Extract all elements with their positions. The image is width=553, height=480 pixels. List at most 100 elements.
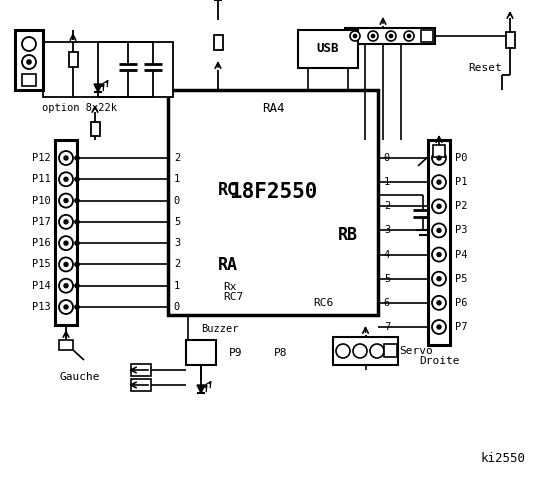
Circle shape (368, 31, 378, 41)
Circle shape (432, 151, 446, 165)
Text: Reset: Reset (468, 63, 502, 73)
Bar (69, 52, 77, 67)
Circle shape (372, 35, 374, 37)
Text: 7: 7 (384, 322, 390, 332)
Text: 5: 5 (174, 217, 180, 227)
Bar (55, 140, 77, 325)
Text: Gauche: Gauche (60, 372, 101, 382)
Text: RA4: RA4 (262, 101, 284, 115)
Bar (345, 28, 435, 44)
Text: 2: 2 (174, 153, 180, 163)
Text: Buzzer: Buzzer (201, 324, 239, 334)
Circle shape (59, 300, 73, 314)
Polygon shape (197, 385, 205, 393)
Bar (421, 30, 433, 42)
Text: P10: P10 (32, 195, 51, 205)
Circle shape (437, 228, 441, 232)
Bar (59, 340, 73, 350)
Text: 3: 3 (384, 226, 390, 235)
Text: 1: 1 (174, 281, 180, 291)
Circle shape (75, 284, 79, 288)
Bar (131, 379, 151, 391)
Circle shape (389, 35, 393, 37)
Text: P14: P14 (32, 281, 51, 291)
Bar (186, 340, 216, 365)
Circle shape (370, 344, 384, 358)
Circle shape (437, 180, 441, 184)
Bar (384, 344, 397, 357)
Circle shape (75, 177, 79, 181)
Circle shape (22, 37, 36, 51)
Bar (298, 30, 358, 68)
Text: P15: P15 (32, 259, 51, 269)
Bar (428, 140, 450, 345)
Text: USB: USB (317, 43, 339, 56)
Circle shape (64, 199, 68, 203)
Bar (333, 337, 398, 365)
Circle shape (75, 241, 79, 245)
Circle shape (437, 325, 441, 329)
Text: 1: 1 (384, 177, 390, 187)
Text: P1: P1 (455, 177, 467, 187)
Bar (433, 145, 445, 157)
Text: 0: 0 (174, 195, 180, 205)
Bar (213, 35, 222, 50)
Text: option 8x22k: option 8x22k (43, 103, 117, 113)
Circle shape (75, 305, 79, 309)
Text: 18F2550: 18F2550 (229, 182, 317, 203)
Bar (131, 364, 151, 376)
Circle shape (64, 263, 68, 266)
Circle shape (22, 55, 36, 69)
Circle shape (432, 272, 446, 286)
Bar (15, 30, 43, 90)
Text: RC7: RC7 (223, 292, 243, 302)
Circle shape (27, 60, 31, 64)
Circle shape (64, 156, 68, 160)
Circle shape (336, 344, 350, 358)
Circle shape (75, 220, 79, 224)
Text: P5: P5 (455, 274, 467, 284)
Text: 0: 0 (174, 302, 180, 312)
Text: RC6: RC6 (313, 298, 333, 308)
Circle shape (64, 177, 68, 181)
Circle shape (59, 215, 73, 229)
Circle shape (350, 31, 360, 41)
Text: P17: P17 (32, 217, 51, 227)
Circle shape (408, 35, 410, 37)
Text: 4: 4 (384, 250, 390, 260)
Circle shape (75, 263, 79, 266)
Text: P2: P2 (455, 201, 467, 211)
Circle shape (64, 241, 68, 245)
Bar (91, 122, 100, 136)
Text: 3: 3 (174, 238, 180, 248)
Circle shape (386, 31, 396, 41)
Text: P7: P7 (455, 322, 467, 332)
Text: P12: P12 (32, 153, 51, 163)
Circle shape (59, 151, 73, 165)
Polygon shape (94, 84, 102, 92)
Circle shape (59, 257, 73, 271)
Text: P16: P16 (32, 238, 51, 248)
Circle shape (432, 199, 446, 213)
Circle shape (353, 344, 367, 358)
Circle shape (64, 305, 68, 309)
Circle shape (64, 284, 68, 288)
Circle shape (64, 220, 68, 224)
Text: 6: 6 (384, 298, 390, 308)
Bar (505, 32, 514, 48)
Text: P0: P0 (455, 153, 467, 163)
Circle shape (437, 156, 441, 160)
Circle shape (437, 252, 441, 257)
Circle shape (353, 35, 357, 37)
Text: ki2550: ki2550 (480, 452, 525, 465)
Text: P13: P13 (32, 302, 51, 312)
Circle shape (75, 156, 79, 160)
Circle shape (432, 248, 446, 262)
Text: Droite: Droite (419, 356, 459, 366)
Text: 0: 0 (384, 153, 390, 163)
Text: RC: RC (218, 181, 238, 199)
Text: RA: RA (218, 256, 238, 274)
Text: Servo: Servo (399, 346, 433, 356)
Text: Rx: Rx (223, 282, 237, 292)
Circle shape (59, 172, 73, 186)
